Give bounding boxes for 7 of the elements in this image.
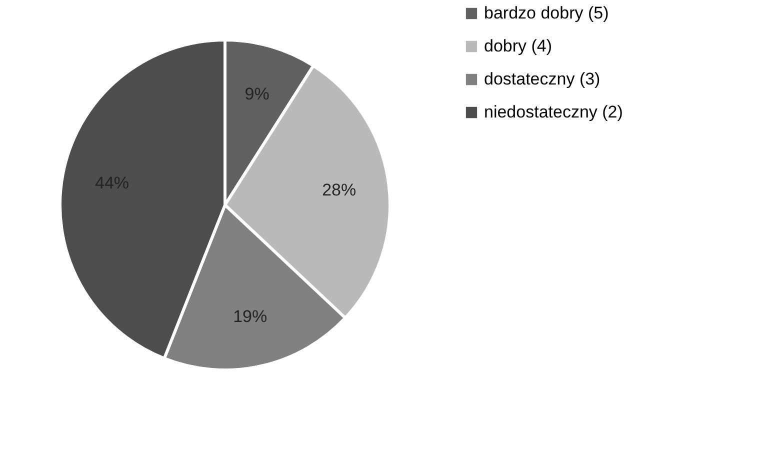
- legend-label: dobry (4): [484, 36, 552, 56]
- data-label: 28%: [322, 180, 356, 200]
- legend-label: niedostateczny (2): [484, 102, 623, 122]
- legend-label: bardzo dobry (5): [484, 4, 609, 22]
- data-label: 9%: [244, 84, 270, 104]
- legend-label: dostateczny (3): [484, 70, 600, 88]
- data-label: 19%: [233, 307, 268, 326]
